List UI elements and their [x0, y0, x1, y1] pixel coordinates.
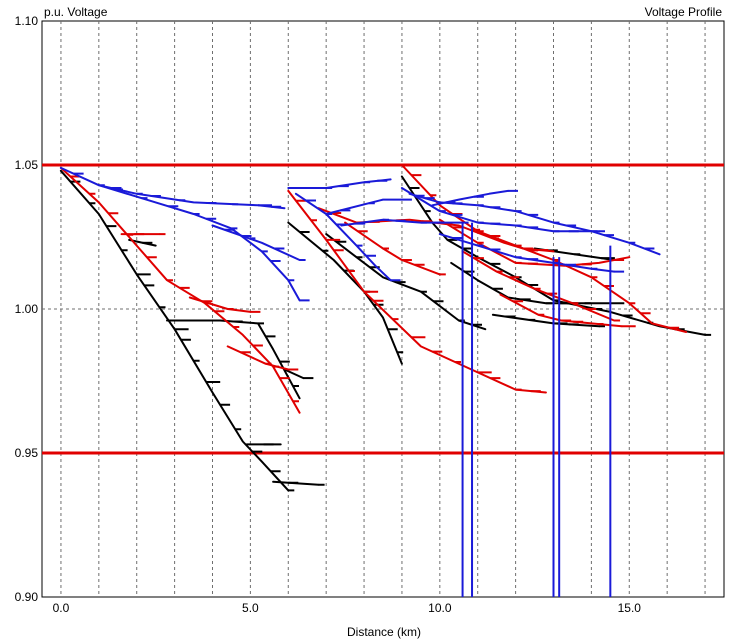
series-line [59, 169, 290, 492]
series-node-marks [445, 189, 518, 204]
x-tick-label: 0.0 [53, 601, 70, 615]
series-node-marks [240, 351, 299, 371]
chart-title: Voltage Profile [645, 5, 723, 19]
series-node-marks [202, 300, 261, 313]
y-tick-label: 1.05 [15, 158, 39, 172]
series-node-marks [411, 174, 680, 329]
y-tick-label: 1.10 [15, 14, 39, 28]
series-line [499, 293, 623, 328]
y-axis-title: p.u. Voltage [44, 5, 108, 19]
grid [42, 21, 724, 597]
x-tick-label: 10.0 [428, 601, 452, 615]
series-line [325, 198, 403, 215]
series-node-marks [513, 300, 636, 328]
series-line [344, 221, 441, 276]
series-node-marks [180, 319, 299, 387]
series-node-marks [340, 198, 412, 212]
series-node-marks [224, 228, 306, 261]
series-node-marks [452, 237, 625, 273]
series-node-marks [464, 270, 625, 305]
series-node-marks [473, 257, 621, 322]
series-line [211, 224, 301, 261]
y-tick-label: 1.00 [15, 302, 39, 316]
y-tick-labels: 0.90 0.95 1.00 1.05 1.10 [15, 14, 39, 604]
series-node-marks [409, 187, 712, 336]
series-node-marks [505, 315, 605, 328]
series-node-marks [288, 481, 325, 486]
x-tick-label: 15.0 [618, 601, 642, 615]
x-axis-title: Distance (km) [347, 625, 421, 639]
series-node-marks [357, 230, 446, 276]
series-node-marks [300, 179, 388, 189]
series-node-marks [295, 199, 541, 393]
series-node-marks [424, 197, 655, 250]
series-node-marks [355, 218, 469, 225]
x-tick-labels: 0.0 5.0 10.0 15.0 [53, 601, 642, 615]
series-line [59, 166, 301, 414]
series-line [283, 368, 305, 380]
x-tick-label: 5.0 [242, 601, 259, 615]
y-tick-label: 0.95 [15, 446, 39, 460]
series-node-marks [113, 188, 310, 302]
regulator-lines [461, 222, 612, 597]
y-tick-label: 0.90 [15, 590, 39, 604]
